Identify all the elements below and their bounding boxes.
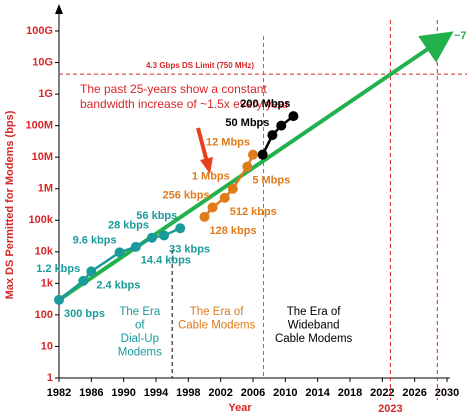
data-label: 33 kbps	[169, 243, 210, 255]
data-point	[54, 294, 64, 305]
x-tick-label: 2014	[305, 387, 330, 399]
data-point	[175, 223, 186, 234]
y-tick-label: 1	[47, 372, 53, 384]
data-point	[276, 120, 287, 131]
y-tick-label: 100M	[25, 120, 53, 132]
era-label: Wideband	[288, 320, 340, 332]
y-tick-label: 10M	[32, 151, 53, 163]
x-tick-label: 2022	[370, 387, 394, 399]
year-marker-label: 2023	[378, 403, 402, 415]
data-label: 28 kbps	[108, 220, 149, 232]
y-tick-label: 100G	[26, 25, 53, 37]
y-tick-label: 10	[41, 340, 53, 352]
data-point	[267, 130, 278, 141]
era-label: Cable Modems	[275, 333, 353, 345]
x-tick-label: 1994	[144, 387, 169, 399]
x-tick-label: 1986	[79, 387, 103, 399]
data-label: 2.4 kbps	[96, 279, 140, 291]
era-label: Cable Modems	[178, 320, 256, 332]
data-point	[248, 149, 258, 160]
data-label: 300 bps	[64, 308, 105, 320]
series-line	[261, 115, 295, 156]
y-tick-label: 1k	[41, 277, 54, 289]
annotation: The past 25-years show a constant	[80, 82, 267, 96]
y-tick-label: 1G	[38, 88, 53, 100]
data-point	[159, 230, 170, 241]
data-label: 128 kbps	[210, 225, 257, 237]
arrow-head	[200, 157, 213, 174]
data-label: 200 Mbps	[240, 98, 290, 110]
data-label: 9.6 kbps	[73, 234, 117, 246]
x-tick-label: 1982	[47, 387, 71, 399]
data-point	[227, 183, 238, 194]
y-tick-label: 100k	[29, 214, 54, 226]
data-label: 12 Mbps	[206, 137, 250, 149]
data-label: 256 kbps	[162, 189, 209, 201]
arrow	[196, 127, 209, 163]
data-point	[78, 275, 89, 286]
x-tick-label: 2006	[241, 387, 265, 399]
x-tick-label: 2030	[435, 387, 459, 399]
y-tick-label: 1M	[38, 183, 53, 195]
x-tick-label: 1990	[111, 387, 135, 399]
y-tick-label: 100	[35, 309, 53, 321]
trend-label: ~7	[454, 30, 467, 42]
data-point	[130, 241, 141, 252]
x-tick-label: 2010	[273, 387, 297, 399]
era-label: of	[135, 320, 145, 332]
data-label: 5 Mbps	[252, 175, 290, 187]
era-label: Modems	[118, 347, 162, 359]
data-point	[207, 202, 218, 213]
data-label: 56 kbps	[136, 210, 177, 222]
data-point	[257, 149, 268, 160]
data-point	[242, 161, 253, 172]
limit-label: 4.3 Gbps DS Limit (750 MHz)	[146, 61, 254, 70]
era-label: The Era	[119, 306, 161, 318]
data-point	[219, 192, 230, 203]
x-tick-label: 2026	[402, 387, 426, 399]
data-point	[86, 266, 97, 277]
y-axis-label: Max DS Permitted for Modems (bps)	[4, 110, 16, 299]
data-point	[199, 211, 210, 222]
data-point	[288, 111, 299, 122]
data-point	[114, 247, 125, 258]
data-point	[146, 232, 157, 243]
data-label: 512 kbps	[230, 206, 277, 218]
x-tick-label: 1998	[176, 387, 200, 399]
data-label: 1 Mbps	[192, 171, 230, 183]
trend-line	[57, 31, 454, 302]
x-tick-label: 2002	[208, 387, 232, 399]
x-tick-label: 2018	[338, 387, 362, 399]
x-axis-label: Year	[228, 402, 252, 414]
data-label: 1.2 kbps	[36, 263, 80, 275]
data-label: 50 Mbps	[225, 117, 269, 129]
y-tick-label: 10G	[32, 56, 53, 68]
era-label: The Era of	[287, 306, 341, 318]
y-axis-arrow	[55, 4, 63, 14]
era-label: Dial-Up	[121, 333, 159, 345]
data-label: 14.4 kbps	[141, 255, 191, 267]
annotation: bandwidth increase of ~1.5x every year	[80, 97, 289, 111]
y-tick-label: 10k	[35, 246, 54, 258]
era-label: The Era of	[190, 306, 244, 318]
